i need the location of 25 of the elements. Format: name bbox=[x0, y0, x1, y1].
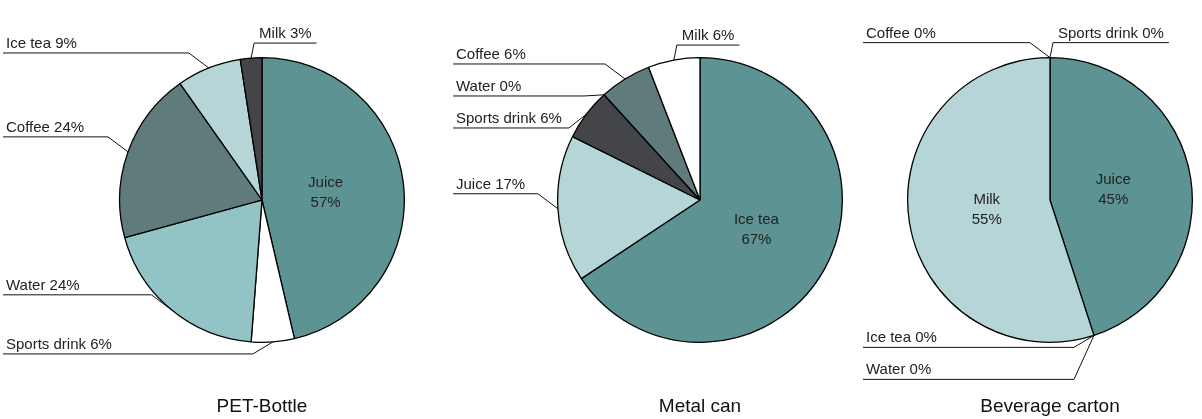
slice-label: Juice bbox=[308, 172, 344, 190]
slice-label: Sports drink 6% bbox=[456, 108, 562, 126]
text: Beverage carton bbox=[980, 395, 1120, 416]
category-label: Ice tea 0% bbox=[866, 328, 937, 346]
text: Metal can bbox=[658, 395, 742, 416]
slice-label: Milk 6% bbox=[681, 26, 735, 44]
data-label: 67% bbox=[741, 230, 772, 248]
category-label: Water 0% bbox=[456, 76, 522, 94]
category-label: Sports drink 0% bbox=[1058, 23, 1164, 41]
category-label: Coffee 0% bbox=[866, 23, 936, 41]
slice-label: Milk bbox=[973, 190, 1001, 208]
data-label: 45% bbox=[1098, 190, 1129, 208]
slice-label: Sports drink 6% bbox=[6, 334, 112, 352]
category-label: Water 0% bbox=[866, 360, 932, 378]
data-label: 55% bbox=[971, 210, 1002, 228]
slice-label: Ice tea bbox=[733, 210, 780, 228]
text: PET-Bottle bbox=[216, 395, 308, 416]
slice-label: Juice 17% bbox=[456, 174, 526, 192]
slice-label: Milk 3% bbox=[259, 24, 312, 42]
slice-label: Ice tea 9% bbox=[6, 33, 77, 51]
data-label: 57% bbox=[310, 192, 341, 210]
slice-label: Coffee 24% bbox=[6, 117, 85, 135]
slice-label: Juice bbox=[1095, 170, 1131, 188]
slice-label: Water 24% bbox=[6, 275, 80, 293]
slice-label: Coffee 6% bbox=[456, 44, 526, 62]
